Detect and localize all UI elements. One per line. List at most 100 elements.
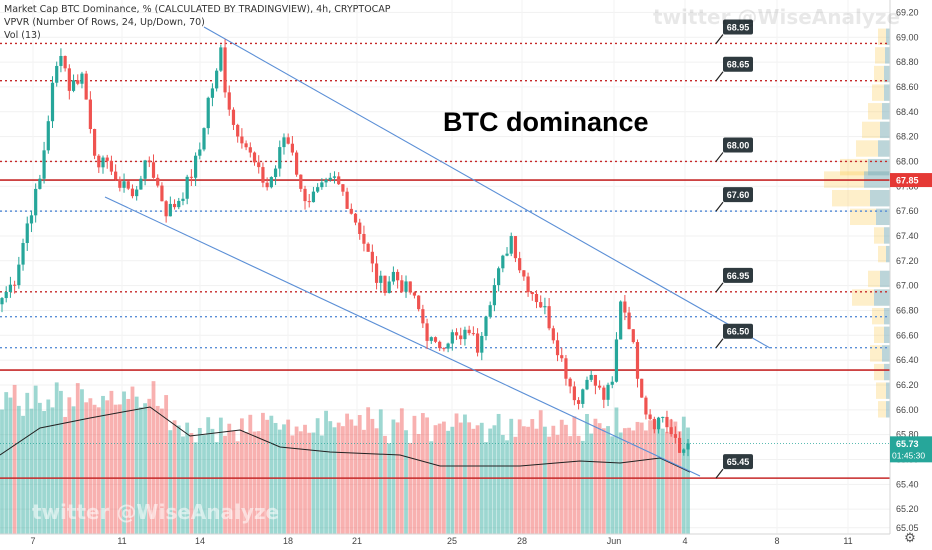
volume-bar bbox=[176, 425, 181, 475]
candle-body bbox=[160, 185, 164, 202]
candle-body bbox=[442, 348, 446, 350]
volume-bar bbox=[50, 475, 55, 534]
trend-line-lower bbox=[104, 196, 701, 477]
candle-body bbox=[391, 271, 395, 282]
vpvr-row-down bbox=[878, 245, 890, 263]
volume-bar bbox=[223, 475, 227, 534]
volume-indicator-label: Vol (13) bbox=[4, 30, 41, 41]
candle-body bbox=[151, 162, 156, 178]
volume-bar bbox=[80, 389, 84, 475]
volume-bar bbox=[126, 475, 131, 534]
candle-body bbox=[652, 418, 656, 430]
volume-bar bbox=[269, 475, 274, 534]
volume-bar bbox=[37, 402, 42, 475]
candle-body bbox=[505, 253, 509, 256]
volume-bar bbox=[324, 410, 328, 475]
candle-body bbox=[543, 306, 547, 308]
volume-bar bbox=[294, 475, 299, 534]
volume-bar bbox=[513, 436, 518, 475]
y-tick-label: 69.00 bbox=[896, 32, 919, 42]
volume-bar bbox=[340, 426, 345, 475]
volume-bar bbox=[471, 475, 476, 534]
volume-bar bbox=[492, 475, 497, 534]
level-labels: 68.95 68.65 68.00 67.60 66.95 66.50 65.45 bbox=[715, 19, 753, 479]
volume-bar bbox=[59, 390, 63, 475]
vpvr-row-up bbox=[868, 158, 890, 176]
volume-bar bbox=[206, 475, 211, 534]
volume-bar bbox=[391, 419, 396, 475]
vpvr-row-up bbox=[884, 65, 890, 83]
volume-bar bbox=[450, 475, 455, 534]
volume-bar bbox=[648, 475, 653, 534]
volume-bar bbox=[298, 475, 303, 534]
y-tick-label: 66.80 bbox=[896, 305, 919, 315]
volume-bar bbox=[669, 475, 674, 534]
volume-bar bbox=[547, 475, 552, 534]
volume-bar bbox=[378, 409, 383, 475]
volume-bar bbox=[505, 475, 509, 534]
volume-bar bbox=[475, 475, 480, 534]
price-label-text: 68.95 bbox=[727, 22, 750, 32]
volume-bar bbox=[395, 422, 400, 475]
volume-bar bbox=[71, 475, 76, 534]
candle-body bbox=[665, 416, 669, 428]
volume-bar bbox=[543, 475, 547, 534]
volume-bar bbox=[105, 475, 110, 534]
volume-bar bbox=[391, 475, 396, 534]
volume-bar bbox=[404, 430, 408, 475]
volume-bar bbox=[484, 475, 488, 534]
candle-body bbox=[139, 178, 143, 190]
candle-body bbox=[135, 189, 139, 197]
volume-bar bbox=[408, 442, 413, 475]
candle-body bbox=[526, 276, 530, 293]
vpvr-row-down bbox=[870, 345, 890, 362]
volume-bar bbox=[601, 475, 606, 534]
volume-bar bbox=[214, 442, 219, 475]
volume-bar bbox=[652, 420, 657, 475]
price-label-text: 65.45 bbox=[727, 457, 750, 467]
candle-body bbox=[421, 309, 425, 324]
candle-body bbox=[4, 291, 8, 299]
watermark-bottom: twitter @WiseAnalyze bbox=[32, 500, 280, 524]
volume-bar bbox=[677, 475, 682, 534]
candle-body bbox=[362, 233, 366, 244]
vpvr-row-up bbox=[886, 382, 890, 399]
vpvr-row-down bbox=[850, 208, 890, 226]
volume-bar bbox=[239, 475, 244, 534]
volume-bar bbox=[138, 407, 143, 475]
vpvr-row-down bbox=[876, 382, 890, 399]
volume-bar bbox=[357, 475, 362, 534]
candle-body bbox=[109, 160, 114, 172]
candle-body bbox=[244, 143, 248, 148]
volume-bar bbox=[488, 475, 493, 534]
candle-body bbox=[463, 329, 467, 340]
volume-bar bbox=[656, 475, 661, 534]
candle-body bbox=[509, 236, 513, 254]
volume-bar bbox=[526, 426, 530, 475]
volume-bar bbox=[273, 475, 278, 534]
volume-bar bbox=[555, 434, 560, 475]
volume-bar bbox=[261, 475, 265, 534]
volume-bar bbox=[618, 475, 623, 534]
candle-body bbox=[71, 80, 76, 91]
volume-bar bbox=[686, 475, 690, 534]
candle-body bbox=[50, 82, 55, 122]
volume-bar bbox=[357, 415, 362, 475]
volume-bar bbox=[164, 395, 169, 475]
x-tick-label: 14 bbox=[195, 536, 205, 546]
candle-body bbox=[21, 243, 25, 265]
candle-body bbox=[614, 339, 619, 382]
volume-bar bbox=[442, 475, 446, 534]
volume-bar bbox=[340, 475, 345, 534]
volume-bar bbox=[517, 475, 522, 534]
candle-body bbox=[248, 147, 252, 153]
gear-icon[interactable]: ⚙ bbox=[904, 530, 916, 545]
volume-bar bbox=[244, 432, 248, 475]
volume-bar bbox=[12, 384, 17, 475]
volume-bar bbox=[572, 416, 577, 475]
volume-bar bbox=[467, 422, 472, 475]
volume-bar bbox=[197, 427, 202, 475]
volume-bar bbox=[84, 475, 89, 534]
volume-bar bbox=[500, 475, 505, 534]
